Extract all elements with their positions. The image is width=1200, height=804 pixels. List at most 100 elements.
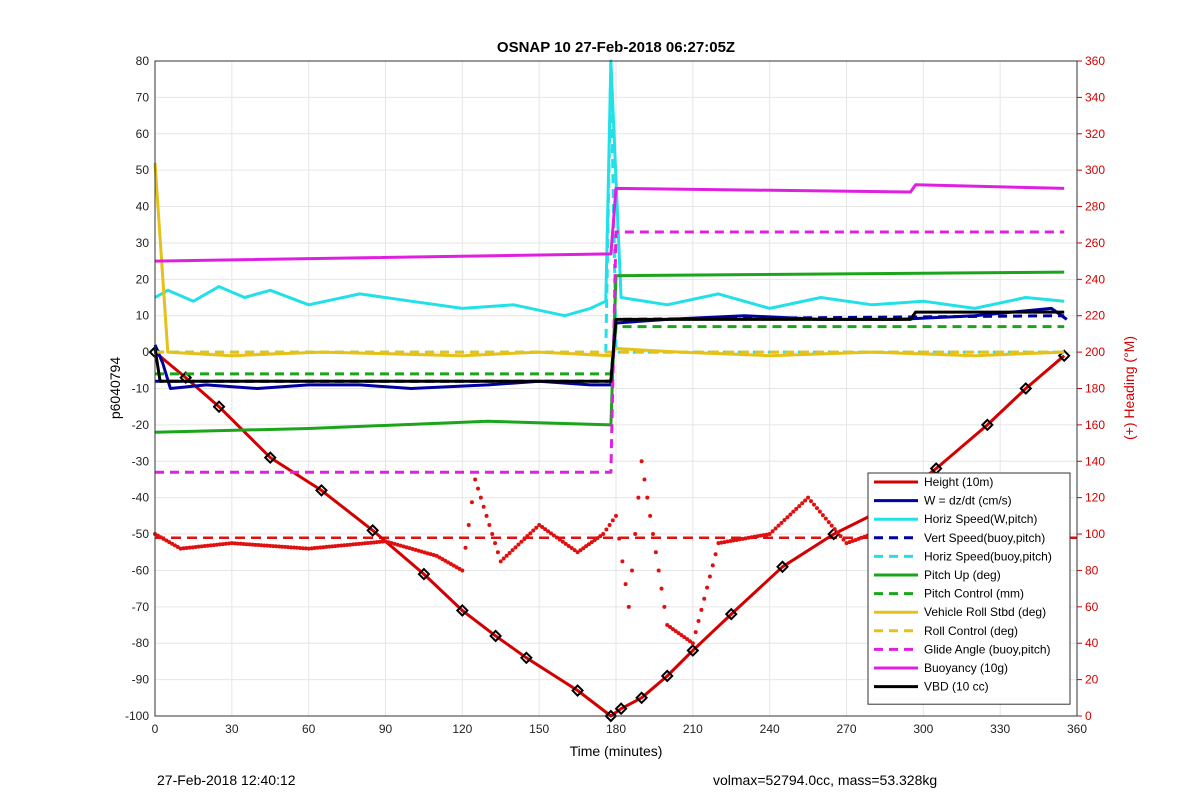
heading-point xyxy=(368,540,373,545)
heading-point xyxy=(575,550,580,555)
heading-point xyxy=(238,541,243,546)
x-tick-label: 270 xyxy=(836,722,856,736)
heading-point xyxy=(592,538,597,543)
heading-point xyxy=(413,547,418,552)
heading-point xyxy=(734,537,739,542)
heading-point xyxy=(572,548,577,553)
legend-label: Horiz Speed(buoy,pitch) xyxy=(924,549,1052,563)
heading-point xyxy=(633,532,638,537)
series-line xyxy=(154,59,1065,318)
heading-point xyxy=(516,542,521,547)
heading-point xyxy=(362,541,367,546)
right-tick-label: 340 xyxy=(1085,90,1105,104)
heading-point xyxy=(764,532,769,537)
heading-point xyxy=(220,542,225,547)
height-marker xyxy=(315,483,328,497)
footer-timestamp: 27-Feb-2018 12:40:12 xyxy=(157,772,296,788)
heading-point xyxy=(493,541,498,546)
heading-point xyxy=(581,546,586,551)
heading-point xyxy=(716,541,721,546)
heading-point xyxy=(277,544,282,549)
heading-point xyxy=(487,522,492,527)
y-tick-label: -60 xyxy=(132,563,150,577)
heading-point xyxy=(676,631,681,636)
heading-point xyxy=(229,541,234,546)
heading-point xyxy=(719,540,724,545)
heading-point xyxy=(797,504,802,509)
heading-point xyxy=(690,641,695,646)
legend-label: Glide Angle (buoy,pitch) xyxy=(924,642,1051,656)
heading-point xyxy=(782,518,787,523)
heading-point xyxy=(193,545,198,550)
heading-point xyxy=(190,545,195,550)
heading-point xyxy=(755,534,760,539)
heading-point xyxy=(244,542,249,547)
heading-point xyxy=(601,532,606,537)
heading-point xyxy=(501,556,506,561)
heading-point xyxy=(673,629,678,634)
heading-point xyxy=(280,544,285,549)
y-tick-label: -40 xyxy=(132,491,150,505)
heading-point xyxy=(374,540,379,545)
heading-point xyxy=(659,586,664,591)
heading-point xyxy=(687,639,692,644)
right-tick-label: 300 xyxy=(1085,163,1105,177)
height-marker xyxy=(519,651,533,665)
y-tick-label: 80 xyxy=(136,54,150,68)
heading-point xyxy=(743,536,748,541)
heading-point xyxy=(419,549,424,554)
heading-point xyxy=(490,532,495,537)
right-axis-ticks: 0 20 40 60 80 100 120 140 160 180 200 220 240 260 280 3… xyxy=(1077,54,1105,723)
heading-point xyxy=(226,541,231,546)
heading-point xyxy=(740,536,745,541)
heading-point xyxy=(563,541,568,546)
right-tick-label: 280 xyxy=(1085,200,1105,214)
heading-point xyxy=(746,535,751,540)
heading-point xyxy=(578,548,583,553)
right-tick-label: 260 xyxy=(1085,236,1105,250)
x-tick-label: 300 xyxy=(913,722,933,736)
heading-point xyxy=(788,512,793,517)
heading-point xyxy=(531,528,536,533)
legend-label: Vehicle Roll Stbd (deg) xyxy=(924,605,1046,619)
right-tick-label: 100 xyxy=(1085,527,1105,541)
legend-label: Roll Control (deg) xyxy=(924,624,1018,638)
vehicle-roll-series xyxy=(153,162,1065,358)
heading-point xyxy=(398,543,403,548)
heading-point xyxy=(365,541,370,546)
heading-point xyxy=(543,527,548,532)
heading-point xyxy=(205,543,210,548)
heading-point xyxy=(184,545,189,550)
heading-point xyxy=(473,477,478,482)
height-marker xyxy=(614,702,628,716)
right-tick-label: 160 xyxy=(1085,418,1105,432)
heading-point xyxy=(841,537,846,542)
heading-point xyxy=(607,522,612,527)
heading-point xyxy=(623,582,628,587)
heading-point xyxy=(466,522,471,527)
heading-point xyxy=(648,513,653,518)
right-tick-label: 180 xyxy=(1085,382,1105,396)
heading-point xyxy=(710,563,715,568)
heading-point xyxy=(181,546,186,551)
heading-point xyxy=(463,545,468,550)
heading-point xyxy=(510,548,515,553)
heading-point xyxy=(410,547,415,552)
heading-point xyxy=(728,539,733,544)
heading-point xyxy=(626,604,631,609)
y-tick-label: -10 xyxy=(132,382,150,396)
heading-point xyxy=(407,546,412,551)
heading-point xyxy=(428,552,433,557)
legend: Height (10m) W = dz/dt (cm/s) Horiz Speed(… xyxy=(867,472,1071,705)
heading-point xyxy=(404,545,409,550)
heading-point xyxy=(811,502,816,507)
heading-point xyxy=(291,545,296,550)
heading-point xyxy=(546,529,551,534)
heading-point xyxy=(309,546,314,551)
y-tick-label: 10 xyxy=(136,309,150,323)
heading-point xyxy=(773,526,778,531)
heading-series xyxy=(153,459,1064,646)
height-marker xyxy=(263,451,277,465)
heading-point xyxy=(699,607,704,612)
